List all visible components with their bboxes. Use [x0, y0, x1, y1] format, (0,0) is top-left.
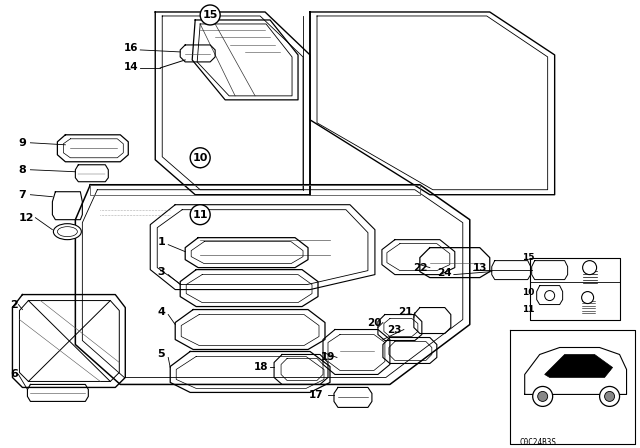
Text: 7: 7 — [19, 190, 26, 200]
Circle shape — [190, 148, 210, 168]
Text: 2: 2 — [10, 300, 18, 310]
Text: 11: 11 — [193, 210, 208, 220]
Text: 17: 17 — [308, 390, 323, 401]
Circle shape — [582, 261, 596, 275]
Text: 5: 5 — [157, 349, 165, 359]
Text: 10: 10 — [193, 153, 208, 163]
Circle shape — [190, 205, 210, 225]
Text: 15: 15 — [522, 253, 534, 262]
Text: 15: 15 — [202, 10, 218, 20]
Text: 10: 10 — [522, 288, 534, 297]
Text: 12: 12 — [19, 213, 34, 223]
Ellipse shape — [53, 224, 81, 240]
Circle shape — [545, 291, 555, 301]
Text: 22: 22 — [413, 263, 428, 273]
Text: 8: 8 — [19, 165, 26, 175]
Circle shape — [600, 387, 620, 406]
Text: 23: 23 — [387, 324, 402, 335]
Polygon shape — [545, 354, 612, 378]
Text: 21: 21 — [398, 306, 413, 317]
Text: 3: 3 — [157, 267, 165, 276]
Circle shape — [582, 292, 594, 304]
Text: 9: 9 — [19, 138, 26, 148]
Text: 13: 13 — [473, 263, 487, 273]
Text: 6: 6 — [10, 370, 19, 379]
Text: 19: 19 — [321, 353, 335, 362]
Text: 16: 16 — [124, 43, 138, 53]
Text: 20: 20 — [367, 318, 382, 327]
Ellipse shape — [58, 227, 77, 237]
Text: 14: 14 — [124, 62, 138, 72]
Text: 24: 24 — [437, 267, 452, 278]
Text: C0C24B3S: C0C24B3S — [520, 438, 557, 447]
Text: 11: 11 — [522, 305, 534, 314]
Circle shape — [605, 392, 614, 401]
Polygon shape — [550, 357, 611, 376]
Circle shape — [538, 392, 548, 401]
Text: 18: 18 — [253, 362, 268, 372]
Text: 1: 1 — [157, 237, 165, 247]
Circle shape — [200, 5, 220, 25]
Circle shape — [532, 387, 553, 406]
Text: 4: 4 — [157, 306, 165, 317]
